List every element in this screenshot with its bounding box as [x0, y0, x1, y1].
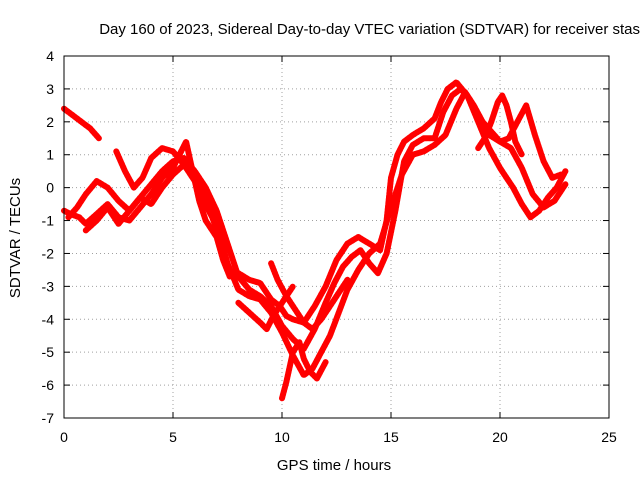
data-series	[61, 79, 569, 402]
series-track-d	[82, 89, 564, 379]
y-tick-label: -5	[42, 344, 55, 360]
y-tick-label: 2	[46, 114, 54, 130]
y-tick-label: -2	[42, 245, 55, 261]
x-tick-label: 15	[383, 429, 399, 445]
series-track-g	[475, 92, 525, 158]
x-tick-label: 25	[601, 429, 617, 445]
y-tick-label: -6	[42, 377, 55, 393]
y-tick-label: -4	[42, 311, 55, 327]
series-track-f	[279, 339, 329, 402]
series-track-h	[235, 283, 296, 333]
y-axis-label: SDTVAR / TECUs	[7, 178, 24, 298]
y-tick-label: 1	[46, 147, 54, 163]
plot-frame	[63, 55, 610, 419]
x-tick-label: 5	[169, 429, 177, 445]
y-tick-label: 3	[46, 81, 54, 97]
y-tick-label: 0	[46, 180, 54, 196]
x-tick-label: 20	[492, 429, 508, 445]
grid-lines	[64, 56, 609, 418]
chart-title: Day 160 of 2023, Sidereal Day-to-day VTE…	[99, 21, 640, 38]
y-tick-label: -1	[42, 213, 55, 229]
y-tick-label: 4	[46, 48, 54, 64]
series-track-i	[268, 260, 351, 333]
x-tick-label: 0	[60, 429, 68, 445]
y-tick-label: -3	[42, 278, 55, 294]
axis-ticks: 0 5 10 15 20 25 -7 -6 -5 -4 -3 -2 -1 0 1 2 3 4	[42, 48, 617, 445]
series-track-a	[61, 105, 102, 142]
x-axis-label: GPS time / hours	[277, 457, 391, 474]
x-tick-label: 10	[274, 429, 290, 445]
y-tick-label: -7	[42, 410, 55, 426]
series-track-e	[113, 145, 224, 244]
